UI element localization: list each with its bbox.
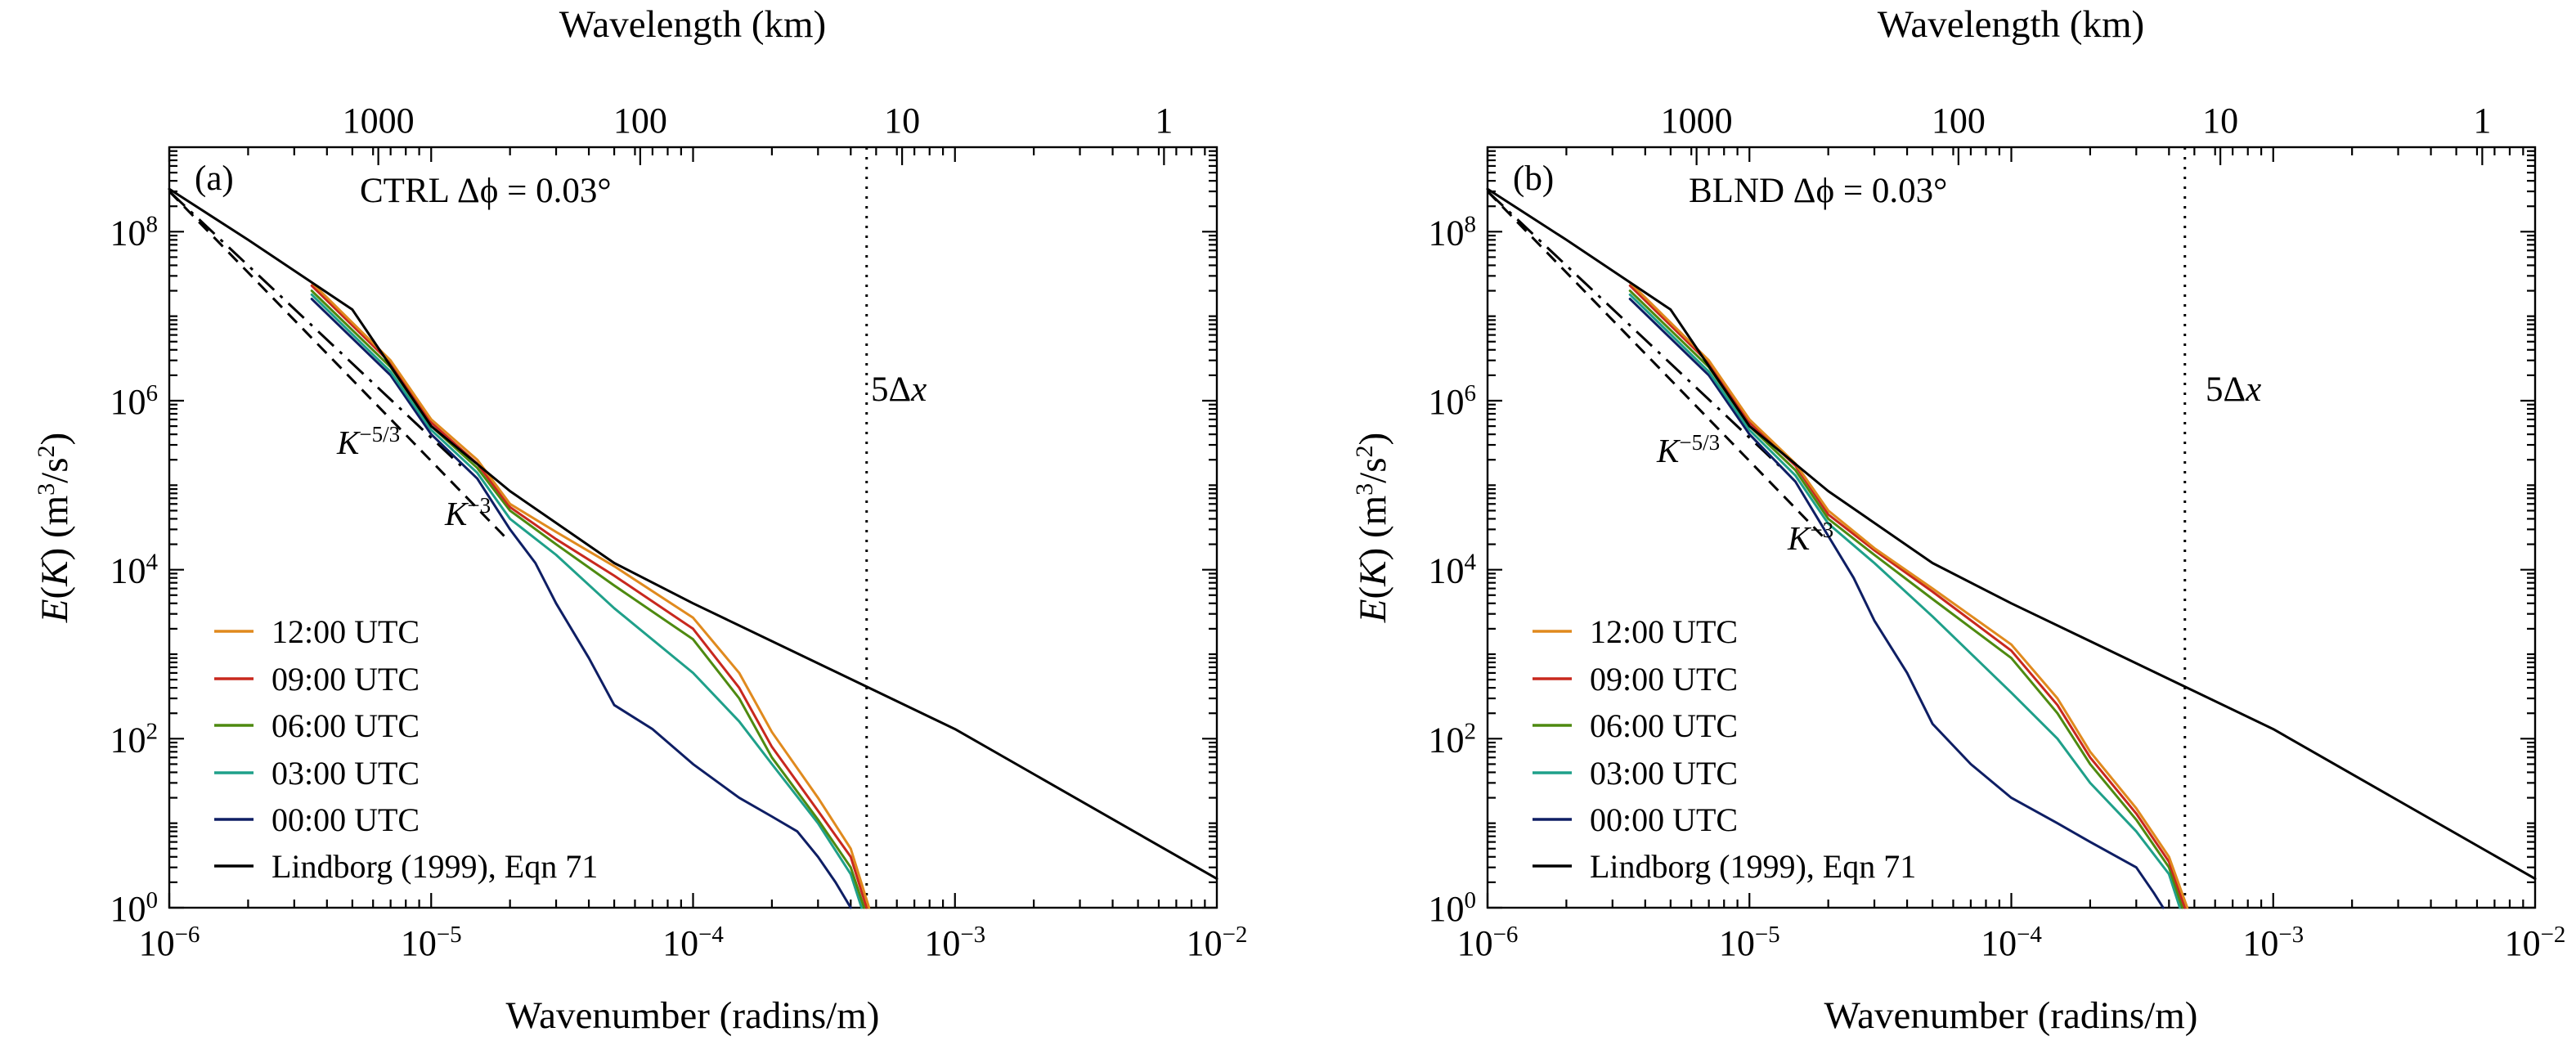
x-tick-label: 10−5: [1719, 922, 1780, 963]
lindborg-line: [168, 187, 1218, 881]
top-tick-labels: 1000 100 10 1: [1661, 101, 2492, 141]
y-tick-label: 108: [110, 211, 159, 253]
y-tick-label: 106: [110, 380, 159, 422]
series-0000-line: [310, 298, 852, 909]
y-tick-label: 108: [1429, 211, 1477, 253]
legend-label: 12:00 UTC: [272, 613, 420, 650]
legend-item-0300: 03:00 UTC: [214, 755, 420, 792]
series-0300-line: [310, 293, 864, 909]
y-tick-label: 104: [1429, 550, 1477, 591]
top-axis-label: Wavelength (km): [1878, 3, 2144, 46]
top-tick-label: 1: [2473, 101, 2491, 141]
top-tick-label: 10: [884, 101, 920, 141]
slope-label-k3: K−3: [1787, 518, 1833, 557]
top-tick-labels: 1000 100 10 1: [343, 101, 1174, 141]
y-tick-label: 104: [110, 550, 159, 591]
y-tick-label: 100: [1429, 887, 1477, 929]
top-tick-label: 100: [613, 101, 667, 141]
slope-label-k53: K−5/3: [336, 422, 400, 461]
legend-label: 06:00 UTC: [1590, 707, 1738, 744]
series-0900-line: [1628, 284, 2187, 909]
lindborg-line: [1486, 187, 2537, 881]
series-0900-line: [310, 284, 868, 909]
legend-item-1200: 12:00 UTC: [214, 613, 420, 650]
x-tick-labels: 10−6 10−5 10−4 10−3 10−2: [1457, 922, 2566, 963]
legend-item-0300: 03:00 UTC: [1533, 755, 1738, 792]
vline-label: 5Δx: [871, 370, 927, 409]
tick-group: [1486, 147, 2535, 909]
x-tick-labels: 10−6 10−5 10−4 10−3 10−2: [139, 922, 1248, 963]
legend-item-0600: 06:00 UTC: [214, 707, 420, 744]
tick-group: [168, 147, 1217, 909]
legend-label: 06:00 UTC: [272, 707, 420, 744]
legend-item-lindborg: Lindborg (1999), Eqn 71: [1533, 848, 1916, 885]
y-axis-label: E(K) (m3/s2): [33, 433, 77, 623]
legend: 12:00 UTC 09:00 UTC 06:00 UTC 03:00 UTC …: [214, 613, 598, 885]
x-tick-label: 10−3: [2242, 922, 2304, 963]
x-axis-label: Wavenumber (radins/m): [1824, 994, 2198, 1037]
x-tick-label: 10−2: [1187, 922, 1248, 963]
x-tick-label: 10−4: [662, 922, 724, 963]
x-tick-label: 10−5: [401, 922, 462, 963]
legend-item-0000: 00:00 UTC: [214, 801, 420, 838]
run-annotation: CTRL Δϕ = 0.03°: [360, 172, 612, 210]
x-tick-label: 10−6: [139, 922, 200, 963]
legend-item-0600: 06:00 UTC: [1533, 707, 1738, 744]
y-tick-labels: 100 102 104 106 108: [110, 211, 159, 929]
vline-label: 5Δx: [2206, 370, 2261, 409]
series-1200-line: [1628, 281, 2189, 909]
slope-label-k53: K−5/3: [1656, 430, 1720, 469]
slope-k53-line: [1486, 190, 1780, 467]
top-tick-label: 10: [2202, 101, 2238, 141]
top-tick-label: 100: [1932, 101, 1986, 141]
legend-label: 00:00 UTC: [1590, 801, 1738, 838]
curve-group: [168, 147, 1218, 909]
plot-frame: [168, 146, 1218, 909]
panel-label: (a): [195, 159, 234, 198]
legend-item-0900: 09:00 UTC: [214, 661, 420, 698]
run-annotation: BLND Δϕ = 0.03°: [1689, 172, 1947, 210]
legend-item-0900: 09:00 UTC: [1533, 661, 1738, 698]
x-tick-label: 10−3: [924, 922, 985, 963]
legend-item-lindborg: Lindborg (1999), Eqn 71: [214, 848, 598, 885]
plot-frame: [1486, 146, 2537, 909]
legend-item-1200: 12:00 UTC: [1533, 613, 1738, 650]
legend-label: 09:00 UTC: [272, 661, 420, 698]
series-0000-line: [1628, 298, 2165, 909]
top-tick-label: 1000: [1661, 101, 1733, 141]
legend: 12:00 UTC 09:00 UTC 06:00 UTC 03:00 UTC …: [1533, 613, 1916, 885]
slope-k3-line: [1486, 190, 1824, 537]
legend-label: 03:00 UTC: [1590, 755, 1738, 792]
legend-label: Lindborg (1999), Eqn 71: [1590, 848, 1916, 885]
legend-label: 03:00 UTC: [272, 755, 420, 792]
x-tick-label: 10−4: [1981, 922, 2042, 963]
panel-label: (b): [1513, 159, 1554, 198]
legend-label: 09:00 UTC: [1590, 661, 1738, 698]
legend-label: 00:00 UTC: [272, 801, 420, 838]
y-tick-label: 100: [110, 887, 159, 929]
slope-k53-line: [168, 190, 462, 467]
series-1200-line: [310, 281, 871, 909]
series-0300-line: [1628, 293, 2182, 909]
slope-label-k3: K−3: [444, 493, 491, 532]
y-tick-label: 106: [1429, 380, 1477, 422]
curve-group: [1486, 147, 2537, 909]
legend-label: 12:00 UTC: [1590, 613, 1738, 650]
slope-k3-line: [168, 190, 505, 537]
top-tick-label: 1: [1155, 101, 1173, 141]
x-tick-label: 10−6: [1457, 922, 1519, 963]
y-tick-labels: 100 102 104 106 108: [1429, 211, 1477, 929]
legend-label: Lindborg (1999), Eqn 71: [272, 848, 598, 885]
top-axis-label: Wavelength (km): [559, 3, 826, 46]
y-axis-label: E(K) (m3/s2): [1351, 433, 1395, 623]
x-axis-label: Wavenumber (radins/m): [506, 994, 880, 1037]
y-tick-label: 102: [1429, 718, 1477, 760]
top-tick-label: 1000: [343, 101, 415, 141]
x-tick-label: 10−2: [2505, 922, 2566, 963]
legend-item-0000: 00:00 UTC: [1533, 801, 1738, 838]
y-tick-label: 102: [110, 718, 159, 760]
